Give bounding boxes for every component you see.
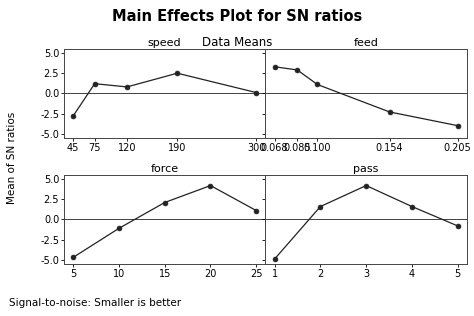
- Text: Mean of SN ratios: Mean of SN ratios: [7, 112, 17, 204]
- Text: Main Effects Plot for SN ratios: Main Effects Plot for SN ratios: [112, 9, 362, 24]
- Title: pass: pass: [354, 164, 379, 174]
- Text: Signal-to-noise: Smaller is better: Signal-to-noise: Smaller is better: [9, 298, 182, 308]
- Title: feed: feed: [354, 38, 379, 48]
- Text: Data Means: Data Means: [202, 36, 272, 49]
- Title: speed: speed: [148, 38, 182, 48]
- Title: force: force: [151, 164, 179, 174]
